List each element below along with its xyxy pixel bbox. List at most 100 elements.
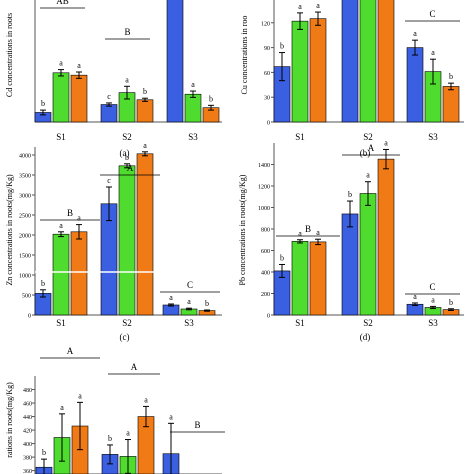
y-tick-label: 460 [23, 402, 32, 408]
bar [184, 93, 202, 123]
chart-panel-c: 0 500 1000 1500 2000 2500 3000 3500 4000 b c a a b a a a… [5, 141, 222, 342]
category-label: S3 [428, 132, 438, 142]
group-label: C [187, 280, 193, 290]
category-label: S2 [122, 132, 132, 142]
category-label: S3 [184, 318, 194, 328]
group-label: C [429, 9, 435, 19]
bar [52, 72, 70, 123]
bar [359, 193, 377, 316]
significance-letter: b [143, 87, 147, 96]
y-tick-label: 440 [23, 415, 32, 421]
significance-letter: a [169, 412, 173, 421]
y-tick-label: 200 [261, 292, 270, 298]
chart-panel-b: 0 30 60 90 120 b a a a a b C S1 S2 S3 (b) Cu concentrati… [240, 0, 464, 158]
y-tick-label: 0 [28, 314, 31, 320]
y-tick-label: 400 [23, 442, 32, 448]
significance-letter: a [77, 214, 81, 223]
y-tick-label: 500 [22, 294, 31, 300]
bar [442, 86, 460, 123]
significance-letter: a [384, 138, 388, 147]
y-axis-title: Pb concentrations in roots(mg/Kg) [238, 174, 247, 285]
significance-letter: a [187, 297, 191, 306]
y-axis-title: Cu concentrations in roo [240, 16, 249, 95]
category-label: S1 [295, 132, 305, 142]
significance-letter: b [280, 253, 284, 262]
bar [377, 0, 395, 123]
y-axis-title: Zn concentrations in roots(mg/Kg) [5, 174, 14, 286]
y-tick-label: 1000 [258, 206, 270, 212]
bar [377, 158, 395, 316]
bar [291, 241, 309, 316]
y-tick-label: 1500 [19, 254, 31, 260]
y-tick-label: 120 [261, 21, 270, 27]
bar [136, 99, 154, 123]
y-tick-label: 1000 [19, 274, 31, 280]
significance-letter: b [449, 298, 453, 307]
panel-label: (d) [360, 332, 371, 342]
group-label: B [124, 27, 130, 37]
group-label: A [131, 362, 138, 372]
bar [359, 0, 377, 123]
bar [100, 104, 118, 123]
bar [70, 231, 88, 316]
significance-letter: a [316, 228, 320, 237]
group-label: B [194, 420, 200, 430]
y-tick-label: 2000 [19, 234, 31, 240]
bar [309, 18, 327, 123]
group-label: A [127, 163, 134, 173]
bar [341, 0, 359, 123]
y-tick-label: 600 [261, 249, 270, 255]
significance-letter: c [107, 176, 111, 185]
significance-letter: a [316, 1, 320, 10]
significance-letter: a [59, 59, 63, 68]
panel-label: (a) [120, 148, 130, 158]
category-label: S1 [56, 132, 66, 142]
y-tick-label: 420 [23, 429, 32, 435]
category-label: S1 [295, 318, 305, 328]
significance-letter: b [280, 42, 284, 51]
significance-letter: c [107, 92, 111, 101]
y-tick-label: 360 [23, 469, 32, 474]
chart-panel-a: b c a a a a b b AB B S1 S2 S3 (a) Cd concentrations in… [5, 0, 222, 158]
significance-letter: b [42, 448, 46, 457]
y-tick-label: 4000 [19, 154, 31, 160]
significance-letter: a [366, 171, 370, 180]
category-label: S2 [363, 132, 373, 142]
significance-letter: a [298, 2, 302, 11]
category-label: S2 [122, 318, 132, 328]
significance-letter: a [144, 395, 148, 404]
category-label: S3 [188, 132, 198, 142]
y-tick-label: 30 [264, 96, 270, 102]
panel-label: (b) [360, 148, 371, 158]
bar [70, 74, 88, 123]
y-tick-label: 60 [264, 71, 270, 77]
significance-letter: a [59, 221, 63, 230]
y-axis-title: Cd concentrations in roots [5, 13, 14, 97]
significance-letter: a [431, 48, 435, 57]
category-label: S1 [56, 318, 66, 328]
y-tick-label: 90 [264, 46, 270, 52]
significance-letter: b [209, 94, 213, 103]
significance-letter: a [126, 429, 130, 438]
y-tick-label: 0 [267, 121, 270, 127]
bar [166, 0, 184, 123]
significance-letter: b [348, 190, 352, 199]
y-tick-label: 0 [267, 314, 270, 320]
significance-letter: b [449, 72, 453, 81]
significance-letter: a [143, 141, 147, 150]
bar [406, 47, 424, 123]
y-tick-label: 800 [261, 228, 270, 234]
significance-letter: a [60, 403, 64, 412]
y-axis-title: rations in roots(mg/Kg) [5, 382, 14, 458]
y-tick-label: 2500 [19, 214, 31, 220]
group-label: A [368, 143, 375, 153]
category-label: S3 [428, 318, 438, 328]
category-label: S2 [363, 318, 373, 328]
group-label: AB [56, 0, 69, 6]
significance-letter: a [298, 229, 302, 238]
significance-letter: b [125, 153, 129, 162]
significance-letter: b [41, 99, 45, 108]
significance-letter: a [413, 292, 417, 301]
bar [341, 213, 359, 316]
